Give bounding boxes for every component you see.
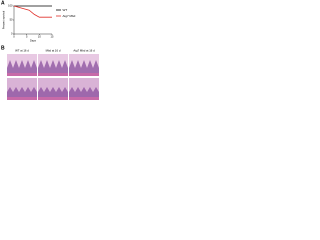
tissue (38, 60, 68, 76)
tissue (7, 60, 37, 76)
muscle-layer (69, 97, 99, 100)
x-tick-label: 0 (13, 35, 15, 39)
muscle-layer (38, 73, 68, 76)
column-label: Atg7 Mbd at 16 d (73, 49, 95, 53)
muscle-layer (69, 73, 99, 76)
survival-line (13, 5, 52, 18)
legend-label: WT (63, 8, 68, 12)
y-tick-label: 50 (10, 18, 13, 22)
muscle-layer (38, 97, 68, 100)
muscle-layer (7, 73, 37, 76)
figure: A Percent survival Days B WT at 16 d Mbd … (1, 0, 99, 100)
histology-panels: WT at 16 d Mbd at 16 d Atg7 Mbd at 16 d (7, 49, 99, 100)
column-label: Mbd at 16 d (46, 49, 61, 53)
x-tick-label: 5 (26, 35, 28, 39)
y-tick-label: 0 (11, 32, 13, 36)
tissue (38, 87, 68, 100)
tissue (69, 87, 99, 100)
y-tick-label: 100 (8, 4, 13, 8)
tissue (69, 60, 99, 76)
page: {"chart_data": {"type": "line", "panel":… (0, 0, 100, 101)
y-axis-label: Percent survival (2, 10, 6, 29)
panel-label: A (1, 0, 5, 6)
x-axis-label: Days (30, 39, 37, 43)
muscle-layer (7, 97, 37, 100)
column-label: WT at 16 d (15, 49, 29, 53)
tissue (7, 87, 37, 100)
x-tick-label: 10 (38, 35, 41, 39)
x-tick-label: 15 (51, 35, 54, 39)
legend-label: Atg7 Mbd (63, 14, 76, 18)
panel-label: B (1, 45, 5, 51)
